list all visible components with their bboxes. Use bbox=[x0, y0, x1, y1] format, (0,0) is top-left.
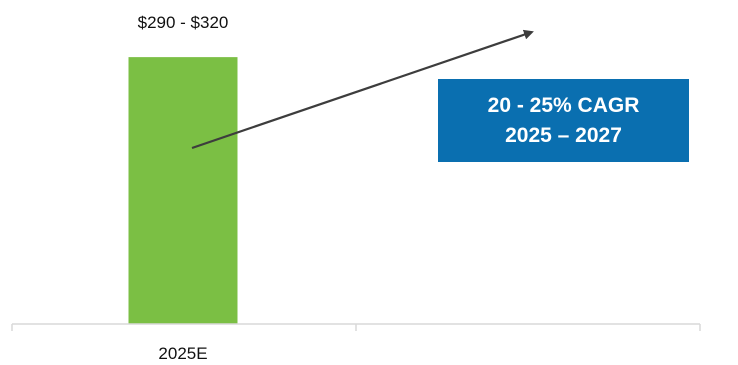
data-label-2025E: $290 - $320 bbox=[138, 13, 229, 32]
cagr-callout-line-2: 2025 – 2027 bbox=[505, 123, 622, 147]
cagr-callout-line-1: 20 - 25% CAGR bbox=[487, 93, 640, 117]
x-tick-label-2025E: 2025E bbox=[158, 344, 207, 363]
growth-arrow bbox=[191, 29, 534, 150]
bar-2025E bbox=[128, 57, 238, 324]
cagr-callout-box: 20 - 25% CAGR 2025 – 2027 bbox=[438, 79, 689, 162]
